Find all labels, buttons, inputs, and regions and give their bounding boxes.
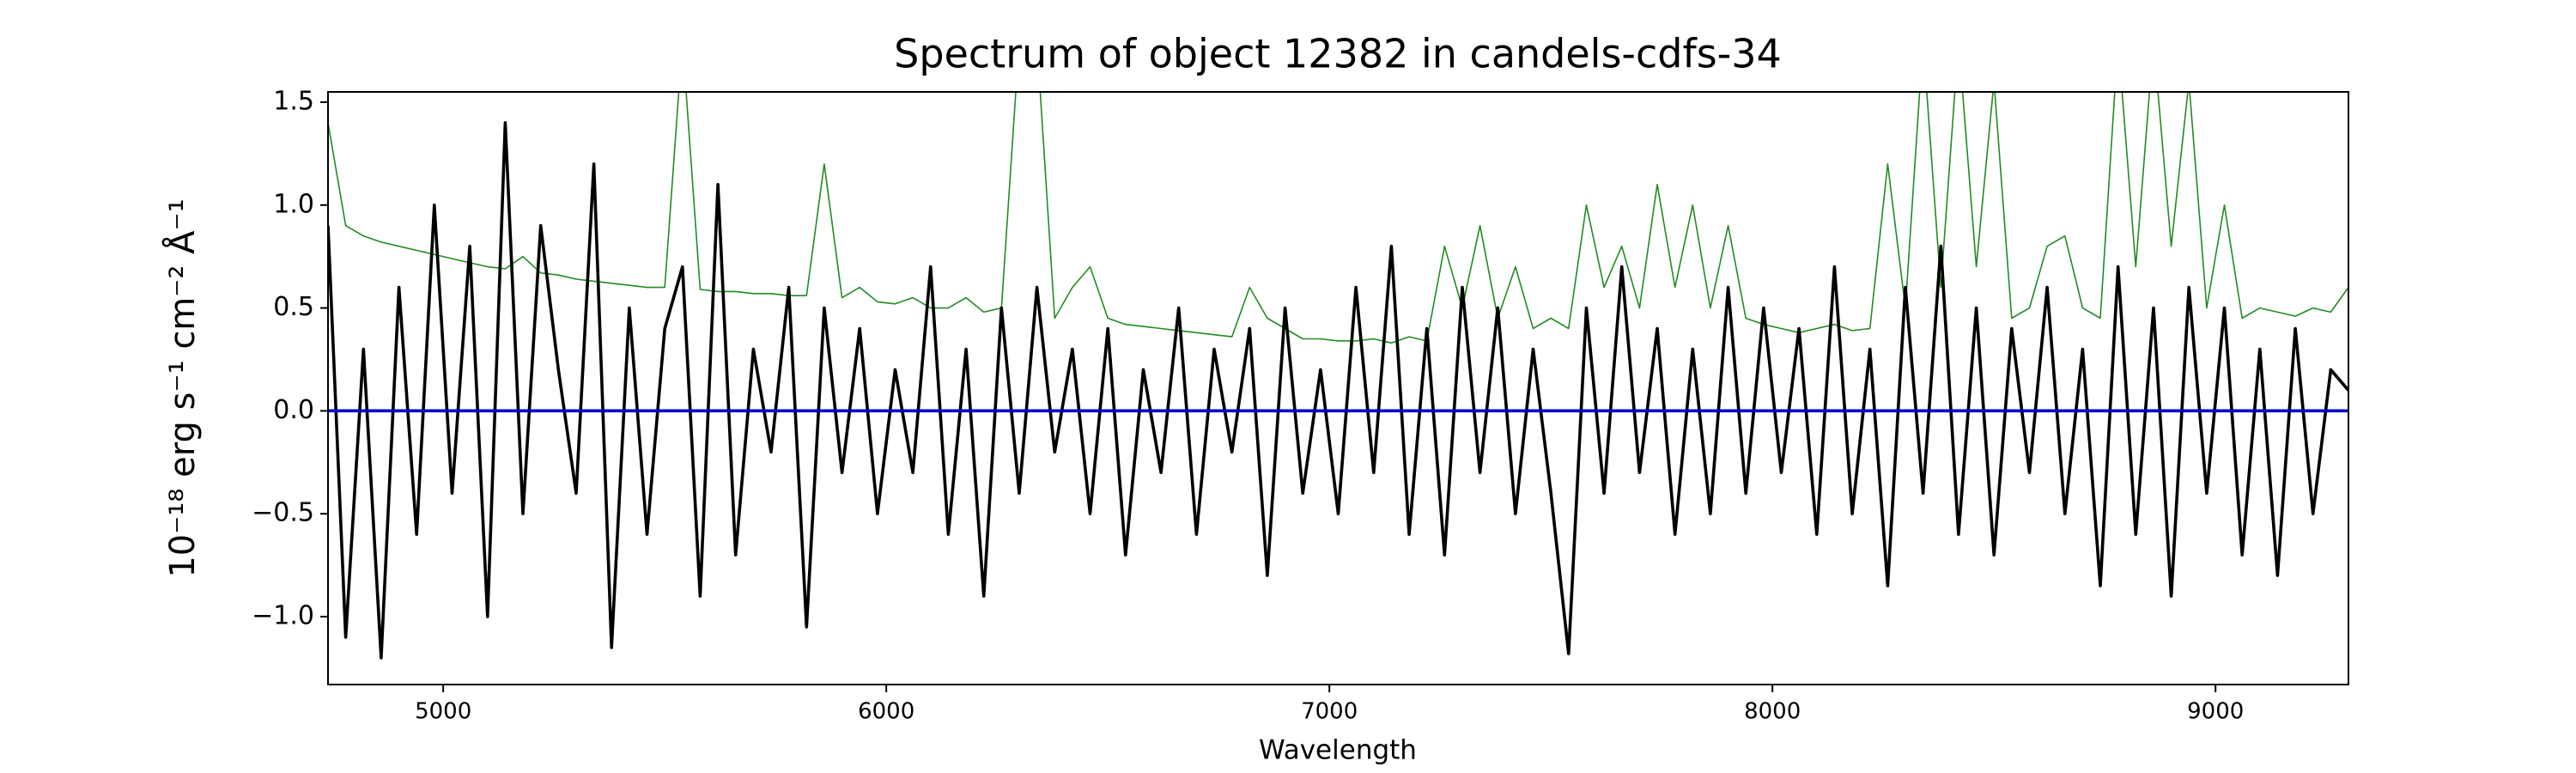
x-tick-label: 6000	[858, 699, 914, 725]
x-axis-label: Wavelength	[1259, 735, 1417, 766]
y-tick-label: 0.0	[273, 395, 314, 425]
chart-title: Spectrum of object 12382 in candels-cdfs…	[894, 31, 1782, 77]
y-tick-label: 0.5	[273, 292, 314, 322]
x-tick-label: 9000	[2187, 699, 2244, 725]
x-tick-label: 5000	[415, 699, 471, 725]
y-tick-label: 1.0	[273, 189, 314, 219]
y-tick-label: −1.0	[252, 600, 314, 630]
spectrum-line	[328, 92, 2348, 344]
y-tick-label: −0.5	[252, 498, 314, 528]
y-axis-label: 10⁻¹⁸ erg s⁻¹ cm⁻² Å⁻¹	[161, 198, 203, 577]
y-tick-label: 1.5	[273, 86, 314, 116]
x-tick-label: 8000	[1744, 699, 1801, 725]
plot-area	[328, 92, 2348, 660]
spectrum-line	[328, 121, 2348, 660]
plot-frame	[327, 91, 2349, 685]
x-tick-label: 7000	[1301, 699, 1358, 725]
